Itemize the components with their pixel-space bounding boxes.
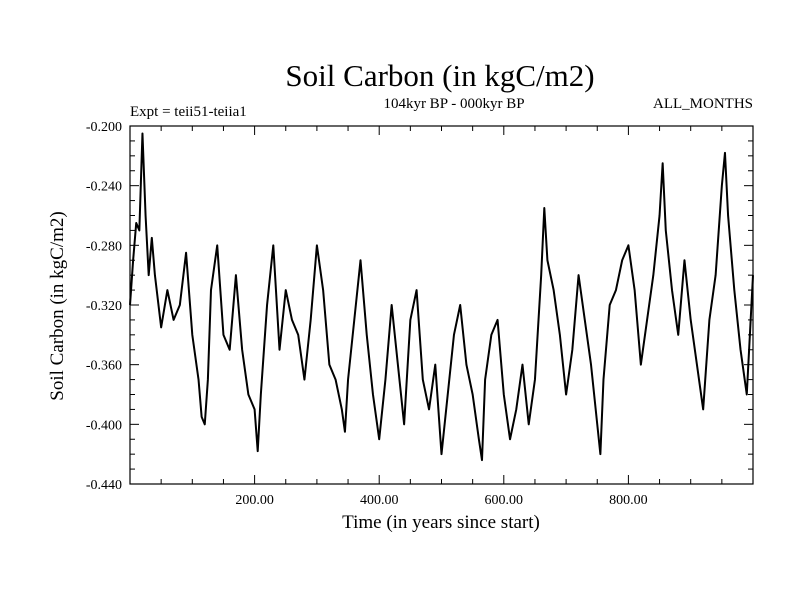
x-tick-label: 800.00 <box>609 493 648 508</box>
y-tick-label: -0.320 <box>86 299 122 314</box>
months-label: ALL_MONTHS <box>653 96 753 112</box>
plot-frame <box>129 125 754 485</box>
x-axis-ticks: 200.00 400.00 600.00 800.00 <box>129 126 754 508</box>
x-axis-label: Time (in years since start) <box>342 512 540 533</box>
y-axis-ticks: -0.440 -0.400 -0.360 -0.320 -0.280 -0.240 -0.2… <box>86 120 753 493</box>
y-tick-label: -0.400 <box>86 418 122 433</box>
x-tick-label: 600.00 <box>485 493 524 508</box>
x-tick-label: 400.00 <box>360 493 399 508</box>
y-tick-label: -0.440 <box>86 478 122 493</box>
experiment-label: Expt = teii51-teiia1 <box>130 104 247 120</box>
chart-title: Soil Carbon (in kgC/m2) <box>285 58 594 93</box>
x-tick-label: 200.00 <box>235 493 274 508</box>
y-tick-label: -0.360 <box>86 359 122 374</box>
soil-carbon-series-line <box>129 132 754 462</box>
y-tick-label: -0.200 <box>86 120 122 135</box>
chart-subtitle: 104kyr BP - 000kyr BP <box>383 96 524 112</box>
y-tick-label: -0.240 <box>86 180 122 195</box>
y-tick-label: -0.280 <box>86 239 122 254</box>
y-axis-label: Soil Carbon (in kgC/m2) <box>47 211 68 400</box>
series-group <box>129 132 754 462</box>
